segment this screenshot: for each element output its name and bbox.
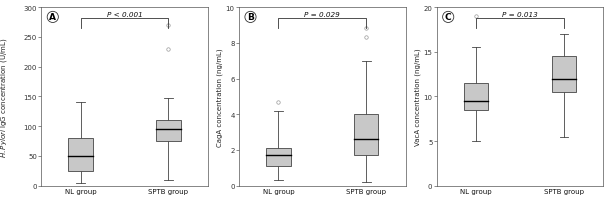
FancyBboxPatch shape (354, 115, 379, 156)
Text: C: C (445, 13, 451, 22)
Text: P < 0.001: P < 0.001 (107, 12, 143, 18)
Text: P = 0.013: P = 0.013 (502, 12, 538, 18)
Text: B: B (247, 13, 254, 22)
FancyBboxPatch shape (552, 57, 576, 92)
FancyBboxPatch shape (266, 148, 290, 166)
Text: P = 0.029: P = 0.029 (304, 12, 340, 18)
Text: $\it{H. Pylori}$ IgG concentration (U/mL): $\it{H. Pylori}$ IgG concentration (U/mL… (0, 37, 9, 157)
FancyBboxPatch shape (68, 138, 93, 171)
FancyBboxPatch shape (463, 84, 488, 110)
Text: A: A (49, 13, 56, 22)
FancyBboxPatch shape (156, 121, 181, 141)
Y-axis label: CagA concentration (ng/mL): CagA concentration (ng/mL) (216, 48, 223, 146)
Y-axis label: VacA concentration (ng/mL): VacA concentration (ng/mL) (414, 48, 421, 145)
